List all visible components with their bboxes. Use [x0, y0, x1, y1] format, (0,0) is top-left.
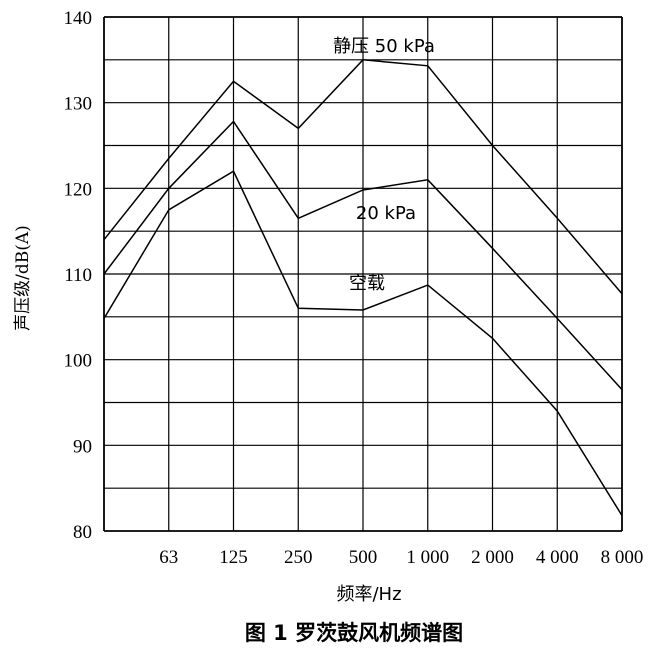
series-line-2 — [103, 170, 623, 516]
series-label-20kpa: 20 kPa — [356, 203, 416, 224]
series-lines — [103, 59, 623, 516]
x-tick-label: 250 — [284, 547, 313, 568]
series-label-50kpa: 静压 50 kPa — [333, 36, 435, 57]
y-axis-label: 声压级/dB(A) — [13, 225, 33, 331]
y-tick-label: 140 — [64, 8, 93, 29]
y-tick-label: 80 — [73, 522, 92, 543]
figure-caption: 图 1 罗茨鼓风机频谱图 — [245, 621, 463, 645]
y-tick-label: 100 — [64, 351, 93, 372]
y-tick-label: 130 — [64, 94, 93, 115]
y-tick-label: 110 — [64, 265, 92, 286]
series-line-1 — [103, 120, 623, 391]
x-axis-label: 频率/Hz — [336, 584, 401, 605]
x-tick-label: 63 — [159, 547, 178, 568]
series-label-no-load: 空载 — [349, 273, 385, 294]
x-tick-labels: 63 125 250 500 1 000 2 000 4 000 8 000 — [159, 547, 643, 568]
x-tick-label: 4 000 — [536, 547, 579, 568]
y-tick-label: 90 — [73, 436, 92, 457]
x-tick-label: 8 000 — [601, 547, 644, 568]
x-tick-label: 500 — [349, 547, 378, 568]
y-tick-labels: 80 90 100 110 120 130 140 — [64, 8, 93, 543]
x-tick-label: 1 000 — [406, 547, 449, 568]
x-tick-label: 2 000 — [471, 547, 514, 568]
x-tick-label: 125 — [219, 547, 248, 568]
series-line-0 — [103, 59, 623, 295]
y-tick-label: 120 — [64, 179, 93, 200]
